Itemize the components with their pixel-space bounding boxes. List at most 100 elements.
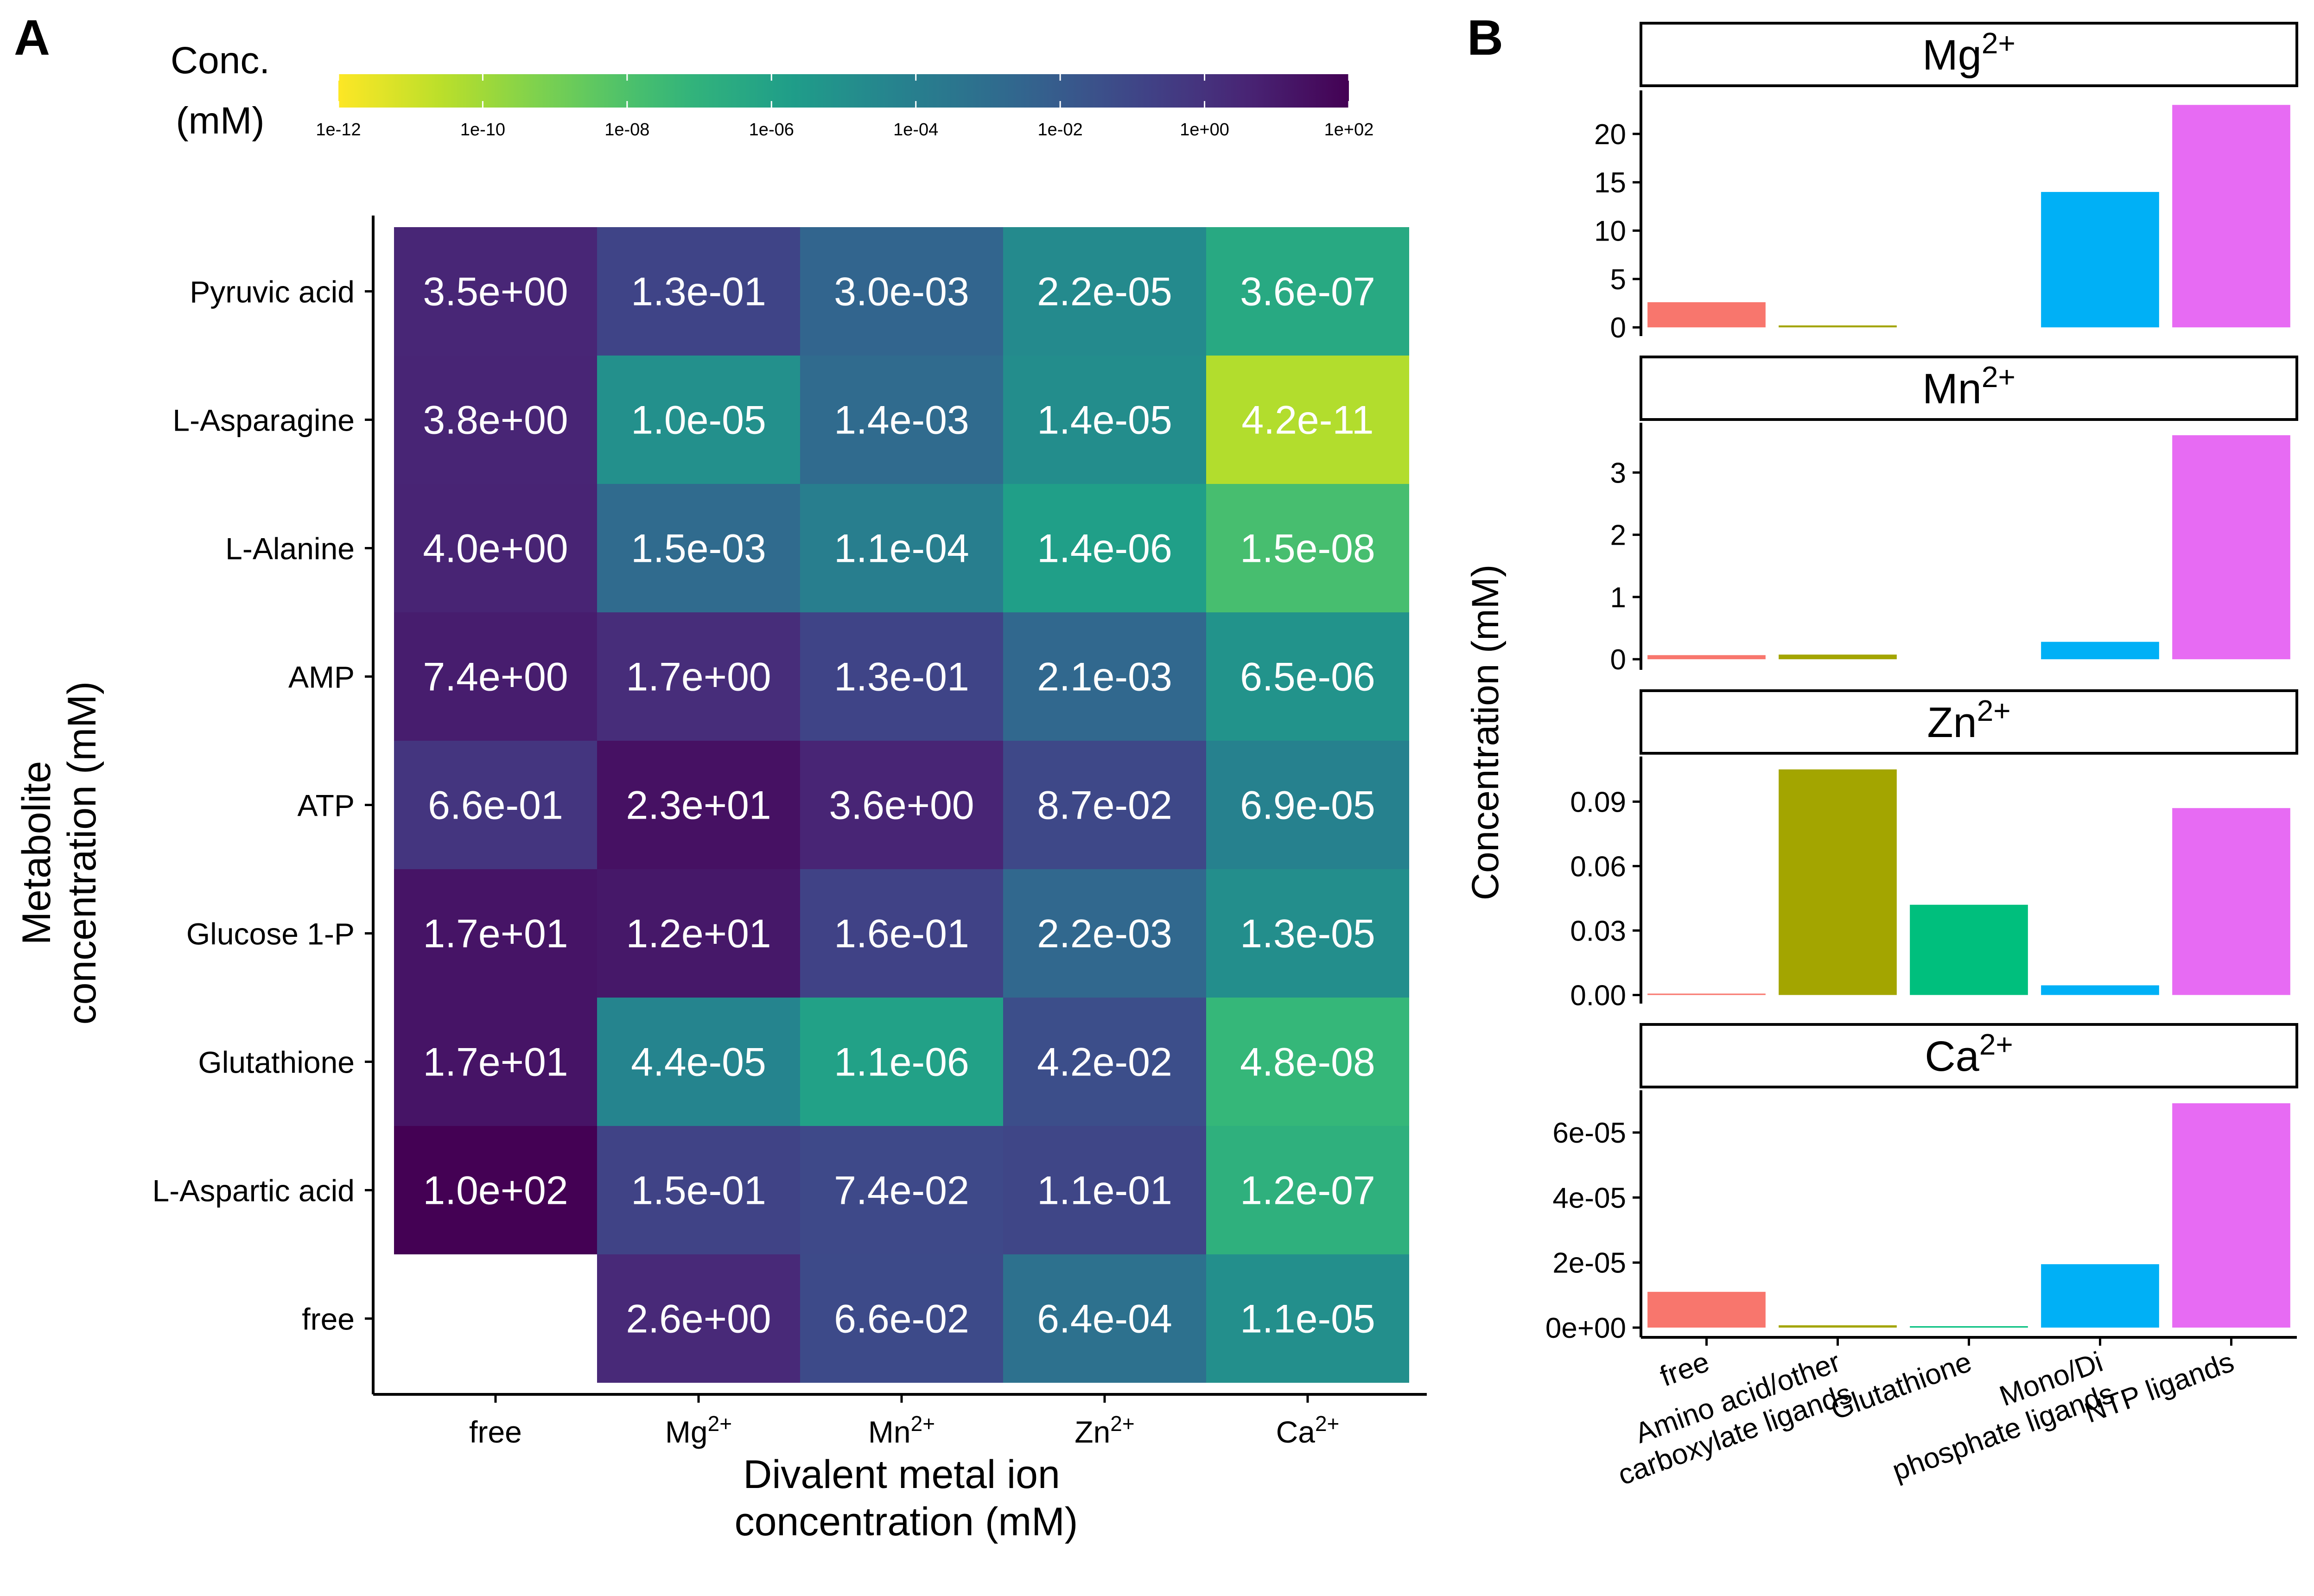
heatmap-cell-label: 1.3e-05 [1240, 912, 1375, 956]
bar [2172, 808, 2290, 995]
heatmap-cell [394, 612, 597, 741]
heatmap-cell [394, 1126, 597, 1254]
bar [1910, 904, 2028, 995]
heatmap-cell [394, 869, 597, 998]
colorbar-tick-label: 1e-08 [604, 120, 649, 140]
heatmap-cell-label: 4.4e-05 [631, 1040, 766, 1085]
facet-ca: Ca2+ 0e+00 2e-05 4e-05 6e-05 [1545, 1023, 2298, 1344]
heatmap-cell [597, 484, 800, 612]
colorbar-tick-label: 1e-10 [460, 120, 505, 140]
heatmap-cell-label: 1.3e-01 [631, 270, 766, 314]
heatmap-cell [1206, 356, 1409, 484]
colorbar-legend: Conc. (mM) 1e-12 1e-10 1e-08 1e-06 1e-04 1e-0… [171, 39, 1373, 142]
heatmap-cell-label: 2.6e+00 [626, 1297, 771, 1342]
facet-strip-label: Mn2+ [1922, 360, 2015, 413]
facet-strip-label: Ca2+ [1925, 1028, 2013, 1080]
heatmap-row-label: L-Aspartic acid [152, 1174, 355, 1208]
facet-y-tick-label: 0.03 [1570, 915, 1626, 947]
heatmap-row-label: ATP [298, 788, 355, 823]
x-axis-title-line-1: Divalent metal ion [743, 1452, 1060, 1497]
heatmap-cell [597, 1254, 800, 1383]
heatmap-cell [800, 612, 1003, 741]
heatmap-cell [597, 869, 800, 998]
colorbar-tick-label: 1e+02 [1324, 120, 1374, 140]
bar [1779, 769, 1897, 995]
panel-a-heatmap: Conc. (mM) 1e-12 1e-10 1e-08 1e-06 1e-04 1e-0… [14, 39, 1427, 1544]
heatmap-cell [597, 741, 800, 869]
heatmap-cell-label: 1.5e-03 [631, 527, 766, 571]
heatmap-row-label: Glucose 1-P [186, 917, 355, 951]
facet-y-tick-label: 5 [1610, 264, 1626, 296]
bar [2172, 1103, 2290, 1328]
heatmap-cell [1206, 484, 1409, 612]
colorbar-tick-label: 1e-06 [749, 120, 794, 140]
y-axis-title-line-1: Metabolite [14, 761, 59, 945]
facet-strip-label: Mg2+ [1922, 26, 2015, 79]
heatmap-cell [1206, 612, 1409, 741]
facet-y-tick-label: 0.06 [1570, 851, 1626, 883]
heatmap-cell [597, 998, 800, 1126]
facet-y-tick-label: 2e-05 [1552, 1247, 1626, 1279]
heatmap-cell-label: 1.0e+02 [423, 1169, 568, 1213]
heatmap-cell-label: 6.6e-02 [834, 1297, 969, 1342]
heatmap-cell [1003, 1126, 1206, 1254]
bar [2041, 985, 2159, 995]
heatmap-cell [1206, 741, 1409, 869]
heatmap-cell [1206, 1126, 1409, 1254]
facet-y-tick-label: 1 [1610, 582, 1626, 614]
heatmap-cell-label: 3.6e+00 [829, 783, 974, 828]
heatmap-column-label: Mn2+ [868, 1412, 935, 1449]
heatmap-cell-label: 1.2e+01 [626, 912, 771, 956]
facet-strip [1640, 356, 2298, 421]
heatmap-cell-label: 6.9e-05 [1240, 783, 1375, 828]
facet-y-tick-label: 10 [1594, 216, 1626, 248]
heatmap-cell [597, 612, 800, 741]
heatmap-cell [394, 998, 597, 1126]
heatmap-row-label: L-Alanine [225, 532, 355, 566]
heatmap-cell [1003, 356, 1206, 484]
heatmap-cell-label: 1.4e-03 [834, 398, 969, 443]
heatmap-cell-label: 4.0e+00 [423, 527, 568, 571]
facet-strip [1640, 22, 2298, 87]
heatmap-cell-label: 2.2e-05 [1037, 270, 1172, 314]
heatmap-row-label: free [302, 1302, 355, 1336]
heatmap-cell-label: 1.7e+00 [626, 655, 771, 699]
heatmap-cell-label: 3.5e+00 [423, 270, 568, 314]
facet-mn: Mn2+ 0 1 2 3 [1610, 356, 2298, 676]
heatmap-cell-label: 1.6e-01 [834, 912, 969, 956]
heatmap-cell [800, 227, 1003, 356]
heatmap-cell [1003, 998, 1206, 1126]
heatmap-cell [800, 998, 1003, 1126]
heatmap-cell-label: 1.4e-06 [1037, 527, 1172, 571]
heatmap-cell-label: 1.5e-08 [1240, 527, 1375, 571]
heatmap-cell-label: 8.7e-02 [1037, 783, 1172, 828]
heatmap-row-label: Glutathione [198, 1045, 355, 1080]
heatmap-cell [597, 356, 800, 484]
heatmap-cell [1003, 869, 1206, 998]
facet-y-tick-label: 0.09 [1570, 786, 1626, 818]
heatmap-cell-label: 7.4e+00 [423, 655, 568, 699]
heatmap-cell-label: 4.2e-02 [1037, 1040, 1172, 1085]
colorbar-tick-label: 1e-04 [893, 120, 938, 140]
bar [2172, 105, 2290, 328]
bar [1779, 1325, 1897, 1328]
heatmap-cell-label: 3.6e-07 [1240, 270, 1375, 314]
heatmap-cell-label: 6.4e-04 [1037, 1297, 1172, 1342]
facet-strip [1640, 689, 2298, 755]
heatmap-cell-label: 1.7e+01 [423, 1040, 568, 1085]
heatmap-cell [800, 356, 1003, 484]
heatmap-cell [1003, 227, 1206, 356]
heatmap-cell [394, 227, 597, 356]
heatmap-cell [800, 741, 1003, 869]
heatmap-column-label: free [469, 1415, 522, 1449]
heatmap-column-label: Mg2+ [665, 1412, 732, 1449]
heatmap-cell-label: 3.0e-03 [834, 270, 969, 314]
heatmap-row-label: Pyruvic acid [190, 275, 355, 309]
facet-panels: Mg2+ 0 5 10 15 20 Mn2+ 0 1 2 3 Zn2+ 0.00 0.03 0.06 0.09… [1545, 22, 2298, 1344]
heatmap-cell [800, 1254, 1003, 1383]
facet-y-tick-label: 0e+00 [1545, 1312, 1626, 1344]
bar [1779, 655, 1897, 660]
heatmap-cell-label: 1.0e-05 [631, 398, 766, 443]
heatmap-y-axis-title: Metabolite concentration (mM) [14, 681, 104, 1025]
heatmap-cell-label: 1.4e-05 [1037, 398, 1172, 443]
